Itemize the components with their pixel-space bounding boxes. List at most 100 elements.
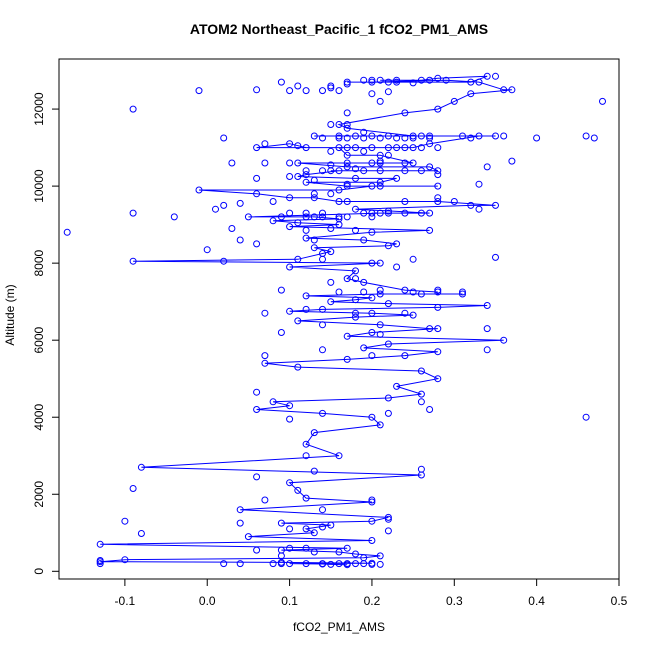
data-point	[327, 84, 335, 92]
data-point	[492, 72, 499, 80]
y-tick-label: 10000	[32, 169, 46, 203]
data-point	[376, 167, 384, 175]
data-point	[343, 544, 351, 552]
x-tick-label: -0.1	[115, 594, 136, 608]
data-point	[343, 180, 351, 188]
data-point	[261, 352, 269, 360]
data-point	[335, 548, 343, 556]
data-point	[467, 78, 475, 86]
data-point	[343, 78, 351, 86]
data-point	[417, 398, 425, 406]
data-point	[434, 288, 442, 296]
data-point	[409, 144, 417, 152]
data-point	[343, 332, 351, 340]
data-point	[368, 209, 376, 217]
data-point	[253, 546, 261, 554]
data-point	[409, 159, 417, 167]
data-point	[220, 201, 228, 209]
data-point	[376, 182, 384, 190]
data-point	[384, 340, 392, 348]
data-point	[302, 213, 310, 221]
data-point	[277, 213, 285, 221]
data-point	[319, 167, 326, 175]
data-point	[302, 494, 310, 502]
data-point	[384, 207, 392, 215]
data-point	[368, 294, 376, 302]
data-point	[220, 134, 228, 142]
x-tick-label: 0.5	[611, 594, 628, 608]
data-point	[352, 313, 359, 321]
data-point	[277, 329, 285, 336]
data-point	[352, 174, 359, 182]
data-point	[401, 109, 409, 117]
data-point	[343, 163, 351, 171]
data-point	[335, 288, 343, 296]
data-point	[434, 348, 442, 356]
data-point	[434, 194, 442, 202]
data-point	[434, 303, 442, 311]
data-point	[310, 176, 318, 184]
data-point	[368, 182, 376, 190]
data-point	[302, 440, 310, 448]
series-line	[100, 293, 504, 566]
data-point	[220, 560, 228, 568]
data-point	[360, 236, 368, 244]
data-point	[212, 205, 219, 213]
data-point	[360, 288, 368, 296]
data-point	[368, 159, 376, 167]
data-point	[352, 275, 359, 283]
data-point	[277, 78, 285, 86]
data-point	[236, 519, 244, 527]
data-point	[294, 363, 302, 371]
data-point	[319, 523, 326, 531]
data-point	[310, 548, 318, 556]
data-point	[269, 217, 277, 225]
data-points	[63, 72, 606, 569]
data-point	[376, 290, 384, 298]
data-point	[137, 530, 145, 537]
data-point	[426, 406, 434, 413]
data-point	[384, 242, 392, 250]
data-point	[129, 257, 137, 265]
data-point	[368, 517, 376, 525]
data-point	[286, 415, 294, 423]
data-point	[360, 134, 368, 142]
data-point	[319, 409, 326, 417]
data-point	[393, 382, 401, 390]
data-point	[384, 209, 392, 217]
data-point	[368, 496, 376, 504]
data-point	[368, 498, 376, 506]
data-point	[475, 205, 483, 213]
data-point	[319, 321, 326, 329]
data-point	[401, 209, 409, 217]
data-point	[393, 134, 401, 142]
data-point	[442, 76, 450, 84]
data-point	[253, 144, 261, 152]
x-tick-label: 0.0	[199, 594, 216, 608]
data-point	[376, 552, 384, 560]
data-point	[228, 225, 236, 232]
data-point	[401, 144, 409, 152]
data-point	[286, 544, 294, 552]
data-point	[409, 132, 417, 140]
data-point	[459, 290, 466, 298]
data-point	[327, 560, 335, 568]
data-point	[294, 255, 302, 263]
data-point	[302, 452, 310, 460]
data-point	[352, 165, 359, 173]
data-point	[417, 367, 425, 375]
data-point	[393, 263, 401, 271]
data-point	[434, 286, 442, 294]
data-point	[384, 88, 392, 96]
data-point	[277, 286, 285, 294]
data-point	[393, 240, 401, 248]
data-point	[401, 286, 409, 294]
data-point	[368, 329, 376, 336]
data-point	[335, 186, 343, 194]
data-point	[253, 473, 261, 481]
data-point	[426, 132, 434, 140]
y-tick-label: 8000	[32, 249, 46, 276]
data-point	[409, 288, 417, 296]
data-point	[327, 278, 335, 286]
